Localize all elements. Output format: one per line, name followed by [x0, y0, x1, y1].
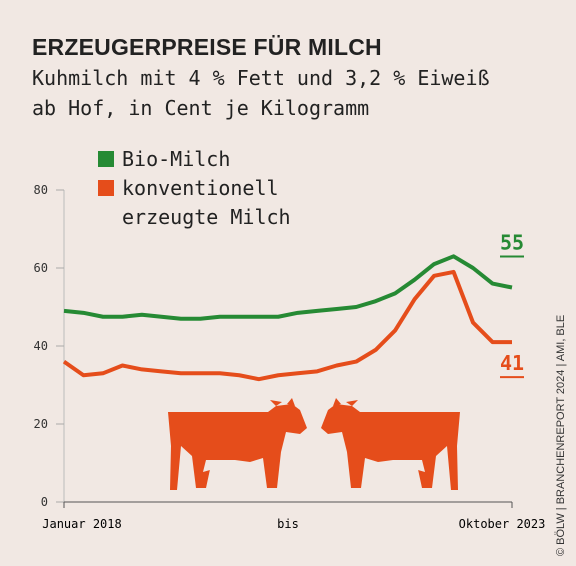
subtitle: Kuhmilch mit 4 % Fett und 3,2 % Eiweiß — [32, 66, 490, 90]
legend-label: Bio-Milch — [122, 147, 231, 171]
x-tick-label: Oktober 2023 — [459, 517, 546, 531]
x-tick-label: Januar 2018 — [42, 517, 121, 531]
source: © BÖLW | BRANCHENREPORT 2024 | AMI, BLE — [555, 314, 567, 556]
y-tick-label: 0 — [41, 495, 48, 509]
y-tick-label: 20 — [34, 417, 48, 431]
x-axis-label: bis — [277, 517, 299, 531]
end-value-label: 55 — [500, 231, 524, 255]
title: ERZEUGERPREISE FÜR MILCH — [32, 34, 382, 60]
legend-item: konventionell erzeugte Milch — [98, 174, 312, 232]
cow — [321, 398, 460, 490]
legend-label: konventionell erzeugte Milch — [122, 176, 291, 229]
cow — [168, 398, 307, 490]
y-tick-label: 60 — [34, 261, 48, 275]
cows — [168, 398, 460, 490]
line — [62, 269, 512, 382]
legend-swatch — [98, 151, 114, 167]
legend-item: Bio-Milch — [98, 145, 312, 174]
end-value-label: 41 — [500, 351, 524, 375]
line — [63, 254, 513, 321]
legend-swatch — [98, 180, 114, 196]
y-tick-label: 80 — [34, 183, 48, 197]
subtitle: ab Hof, in Cent je Kilogramm — [32, 96, 370, 120]
y-tick-label: 40 — [34, 339, 48, 353]
